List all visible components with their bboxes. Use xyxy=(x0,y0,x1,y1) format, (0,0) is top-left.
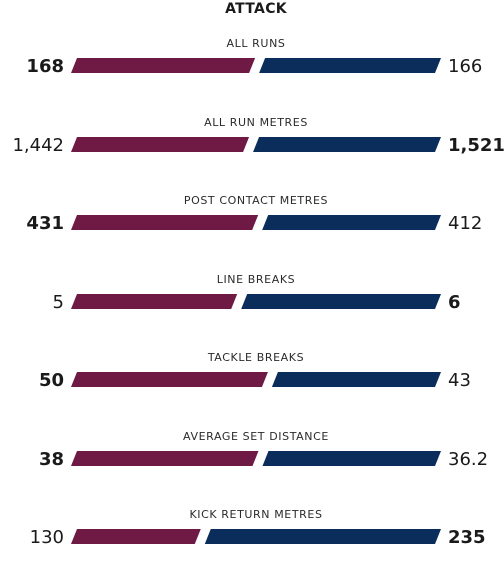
home-bar-segment xyxy=(71,137,250,152)
away-value: 235 xyxy=(448,527,486,548)
comparison-bar xyxy=(71,137,441,152)
home-bar-segment xyxy=(71,294,238,309)
home-bar-segment xyxy=(71,451,259,466)
away-bar-segment xyxy=(204,529,441,544)
away-bar-segment xyxy=(262,451,441,466)
comparison-bar xyxy=(71,58,441,73)
section-title: ATTACK xyxy=(225,1,287,17)
away-bar-segment xyxy=(253,137,441,152)
home-bar-segment xyxy=(71,372,268,387)
home-bar-segment xyxy=(71,215,259,230)
home-value: 168 xyxy=(26,56,64,77)
stat-label: LINE BREAKS xyxy=(216,273,296,286)
stat-label: POST CONTACT METRES xyxy=(183,194,329,207)
away-value: 36.2 xyxy=(448,449,489,470)
away-bar-segment xyxy=(241,294,441,309)
stat-row-line-breaks: LINE BREAKS 5 6 xyxy=(0,273,504,351)
stat-row-kick-return-metres: KICK RETURN METRES 130 235 xyxy=(0,508,504,586)
away-bar-segment xyxy=(262,215,441,230)
away-value: 43 xyxy=(448,370,471,391)
stat-label: KICK RETURN METRES xyxy=(189,508,323,521)
away-value: 412 xyxy=(448,213,483,234)
away-value: 1,521 xyxy=(448,135,504,156)
home-value: 50 xyxy=(38,370,64,391)
stat-row-post-contact-metres: POST CONTACT METRES 431 412 xyxy=(0,194,504,272)
away-value: 166 xyxy=(448,56,483,77)
comparison-bar xyxy=(71,372,441,387)
comparison-bar xyxy=(71,215,441,230)
home-value: 431 xyxy=(26,213,64,234)
home-value: 1,442 xyxy=(12,135,64,156)
home-value: 38 xyxy=(38,449,64,470)
comparison-bar xyxy=(71,529,441,544)
stat-row-tackle-breaks: TACKLE BREAKS 50 43 xyxy=(0,351,504,429)
stat-label: TACKLE BREAKS xyxy=(207,351,305,364)
stat-label: AVERAGE SET DISTANCE xyxy=(183,430,329,443)
comparison-bar xyxy=(71,451,441,466)
away-value: 6 xyxy=(448,292,461,313)
home-bar-segment xyxy=(71,529,201,544)
comparison-bar xyxy=(71,294,441,309)
home-value: 5 xyxy=(52,292,64,313)
home-value: 130 xyxy=(29,527,64,548)
away-bar-segment xyxy=(271,372,441,387)
stat-label: ALL RUNS xyxy=(226,37,286,50)
stat-row-all-runs: ALL RUNS 168 166 xyxy=(0,37,504,115)
home-bar-segment xyxy=(71,58,256,73)
stat-label: ALL RUN METRES xyxy=(204,116,308,129)
away-bar-segment xyxy=(259,58,441,73)
stat-row-all-run-metres: ALL RUN METRES 1,442 1,521 xyxy=(0,116,504,194)
stat-row-average-set-distance: AVERAGE SET DISTANCE 38 36.2 xyxy=(0,430,504,508)
